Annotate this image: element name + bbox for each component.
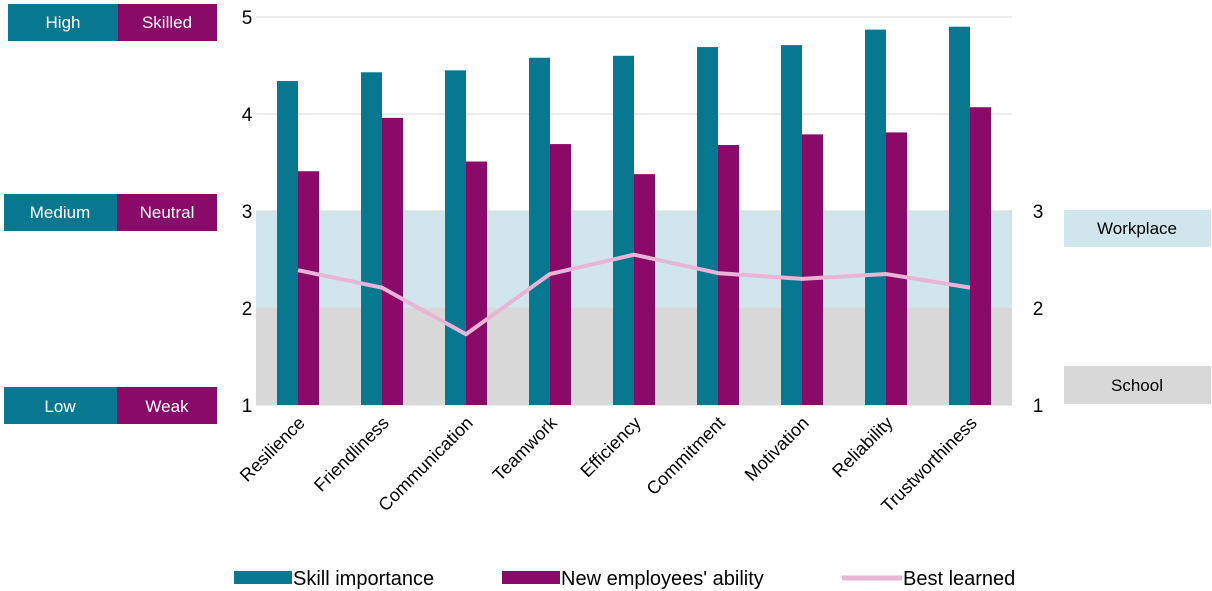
bar-skill-importance-friendliness: [361, 72, 382, 405]
bar-new-employees-ability-efficiency: [634, 174, 655, 405]
right-tick-3: 3: [1033, 202, 1044, 223]
bar-skill-importance-reliability: [865, 29, 886, 406]
bar-skill-importance-resilience: [277, 81, 298, 406]
bar-new-employees-ability-trustworthiness: [970, 107, 991, 406]
bar-skill-importance-teamwork: [529, 57, 550, 406]
scale-label-high: High Skilled: [8, 4, 217, 41]
scale-ability-high: Skilled: [142, 13, 192, 32]
scale-ability-low: Weak: [145, 397, 189, 416]
bars: [277, 26, 991, 406]
bar-new-employees-ability-communication: [466, 161, 487, 405]
legend-label-new-employees-ability: New employees' ability: [561, 568, 764, 590]
school-label: School: [1111, 376, 1163, 395]
bar-new-employees-ability-motivation: [802, 134, 823, 405]
scale-importance-medium: Medium: [30, 203, 90, 222]
left-tick-5: 5: [242, 8, 253, 29]
category-label-resilience: Resilience: [236, 413, 309, 486]
legend-label-skill-importance: Skill importance: [293, 568, 434, 590]
left-tick-3: 3: [242, 202, 253, 223]
left-tick-4: 4: [242, 105, 253, 126]
bar-skill-importance-motivation: [781, 45, 802, 405]
left-tick-1: 1: [242, 396, 253, 417]
zone-label-workplace: Workplace: [1064, 210, 1211, 247]
bar-skill-importance-efficiency: [613, 55, 634, 406]
legend-swatch-skill-importance: [234, 571, 292, 584]
category-label-commitment: Commitment: [643, 413, 729, 499]
category-label-friendliness: Friendliness: [310, 413, 393, 496]
legend: Skill importance New employees' ability …: [234, 568, 1015, 590]
legend-swatch-new-employees-ability: [502, 571, 560, 584]
best-learned-line: [297, 252, 971, 337]
category-label-reliability: Reliability: [828, 413, 897, 482]
bar-new-employees-ability-teamwork: [550, 144, 571, 405]
category-label-efficiency: Efficiency: [576, 413, 644, 481]
right-tick-2: 2: [1033, 299, 1044, 320]
legend-label-best-learned: Best learned: [903, 568, 1015, 590]
left-axis-ticks: 1 2 3 4 5: [242, 8, 253, 417]
right-axis-ticks: 1 2 3: [1033, 202, 1044, 417]
bar-skill-importance-trustworthiness: [949, 26, 970, 405]
bar-skill-importance-commitment: [697, 47, 718, 405]
category-label-motivation: Motivation: [741, 413, 813, 485]
bar-new-employees-ability-friendliness: [382, 117, 403, 405]
scale-importance-high: High: [46, 13, 81, 32]
scale-label-low: Low Weak: [4, 387, 217, 424]
zone-label-school: School: [1064, 366, 1211, 404]
bar-new-employees-ability-reliability: [886, 132, 907, 405]
category-label-teamwork: Teamwork: [489, 412, 562, 485]
bar-skill-importance-communication: [445, 70, 466, 405]
bar-new-employees-ability-resilience: [298, 171, 319, 405]
scale-importance-low: Low: [44, 397, 76, 416]
right-tick-1: 1: [1033, 396, 1044, 417]
scale-ability-medium: Neutral: [140, 203, 195, 222]
left-tick-2: 2: [242, 299, 253, 320]
scale-label-medium: Medium Neutral: [4, 194, 217, 231]
workplace-label: Workplace: [1097, 219, 1177, 238]
